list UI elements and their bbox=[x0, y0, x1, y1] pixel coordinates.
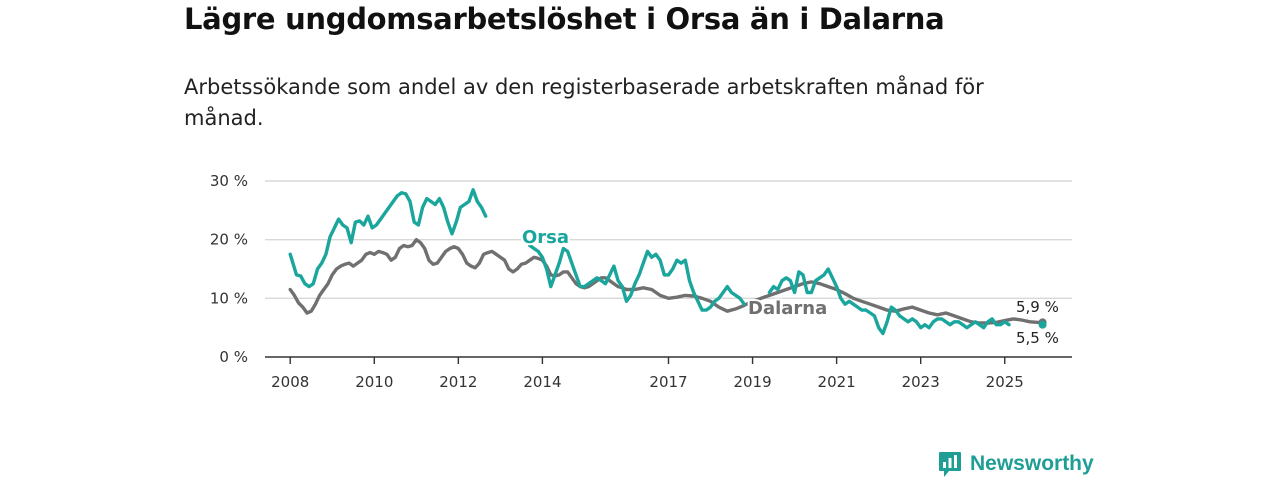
x-tick-label: 2017 bbox=[649, 373, 687, 391]
end-label-orsa: 5,5 % bbox=[1016, 329, 1059, 347]
brand-name: Newsworthy bbox=[970, 452, 1094, 475]
grid-lines bbox=[265, 180, 1072, 300]
data-labels: Orsa Dalarna 5,9 % 5,5 % bbox=[520, 225, 1060, 349]
series-line-dalarna bbox=[288, 237, 1045, 325]
chart-title: Lägre ungdomsarbetslöshet i Orsa än i Da… bbox=[184, 2, 945, 36]
axes: 0 % 10 % 20 % 30 % 2008 2010 2012 2014 2017 2019 2… bbox=[210, 172, 1072, 391]
x-tick-label: 2010 bbox=[355, 373, 393, 391]
end-label-dalarna: 5,9 % bbox=[1016, 298, 1059, 316]
x-tick-label: 2021 bbox=[818, 373, 856, 391]
series-lines bbox=[288, 188, 1045, 336]
newsworthy-logo: Newsworthy bbox=[938, 449, 1094, 479]
x-tick-label: 2014 bbox=[523, 373, 561, 391]
series-line-orsa bbox=[528, 243, 746, 312]
series-line-orsa bbox=[288, 188, 488, 289]
chart-subtitle: Arbetssökande som andel av den registerb… bbox=[184, 75, 984, 130]
series-label-dalarna: Dalarna bbox=[748, 298, 827, 319]
x-tick-label: 2025 bbox=[986, 373, 1024, 391]
series-line-orsa bbox=[767, 267, 1011, 336]
x-tick-label: 2023 bbox=[902, 373, 940, 391]
end-point-orsa bbox=[1038, 320, 1047, 329]
y-tick-label: 20 % bbox=[210, 231, 248, 249]
y-tick-label: 30 % bbox=[210, 172, 248, 190]
y-tick-label: 10 % bbox=[210, 289, 248, 307]
x-tick-label: 2008 bbox=[271, 373, 309, 391]
x-tick-label: 2012 bbox=[439, 373, 477, 391]
x-tick-label: 2019 bbox=[733, 373, 771, 391]
bar-chart-icon bbox=[939, 451, 961, 477]
series-label-orsa: Orsa bbox=[522, 227, 569, 248]
y-tick-label: 0 % bbox=[219, 348, 248, 366]
